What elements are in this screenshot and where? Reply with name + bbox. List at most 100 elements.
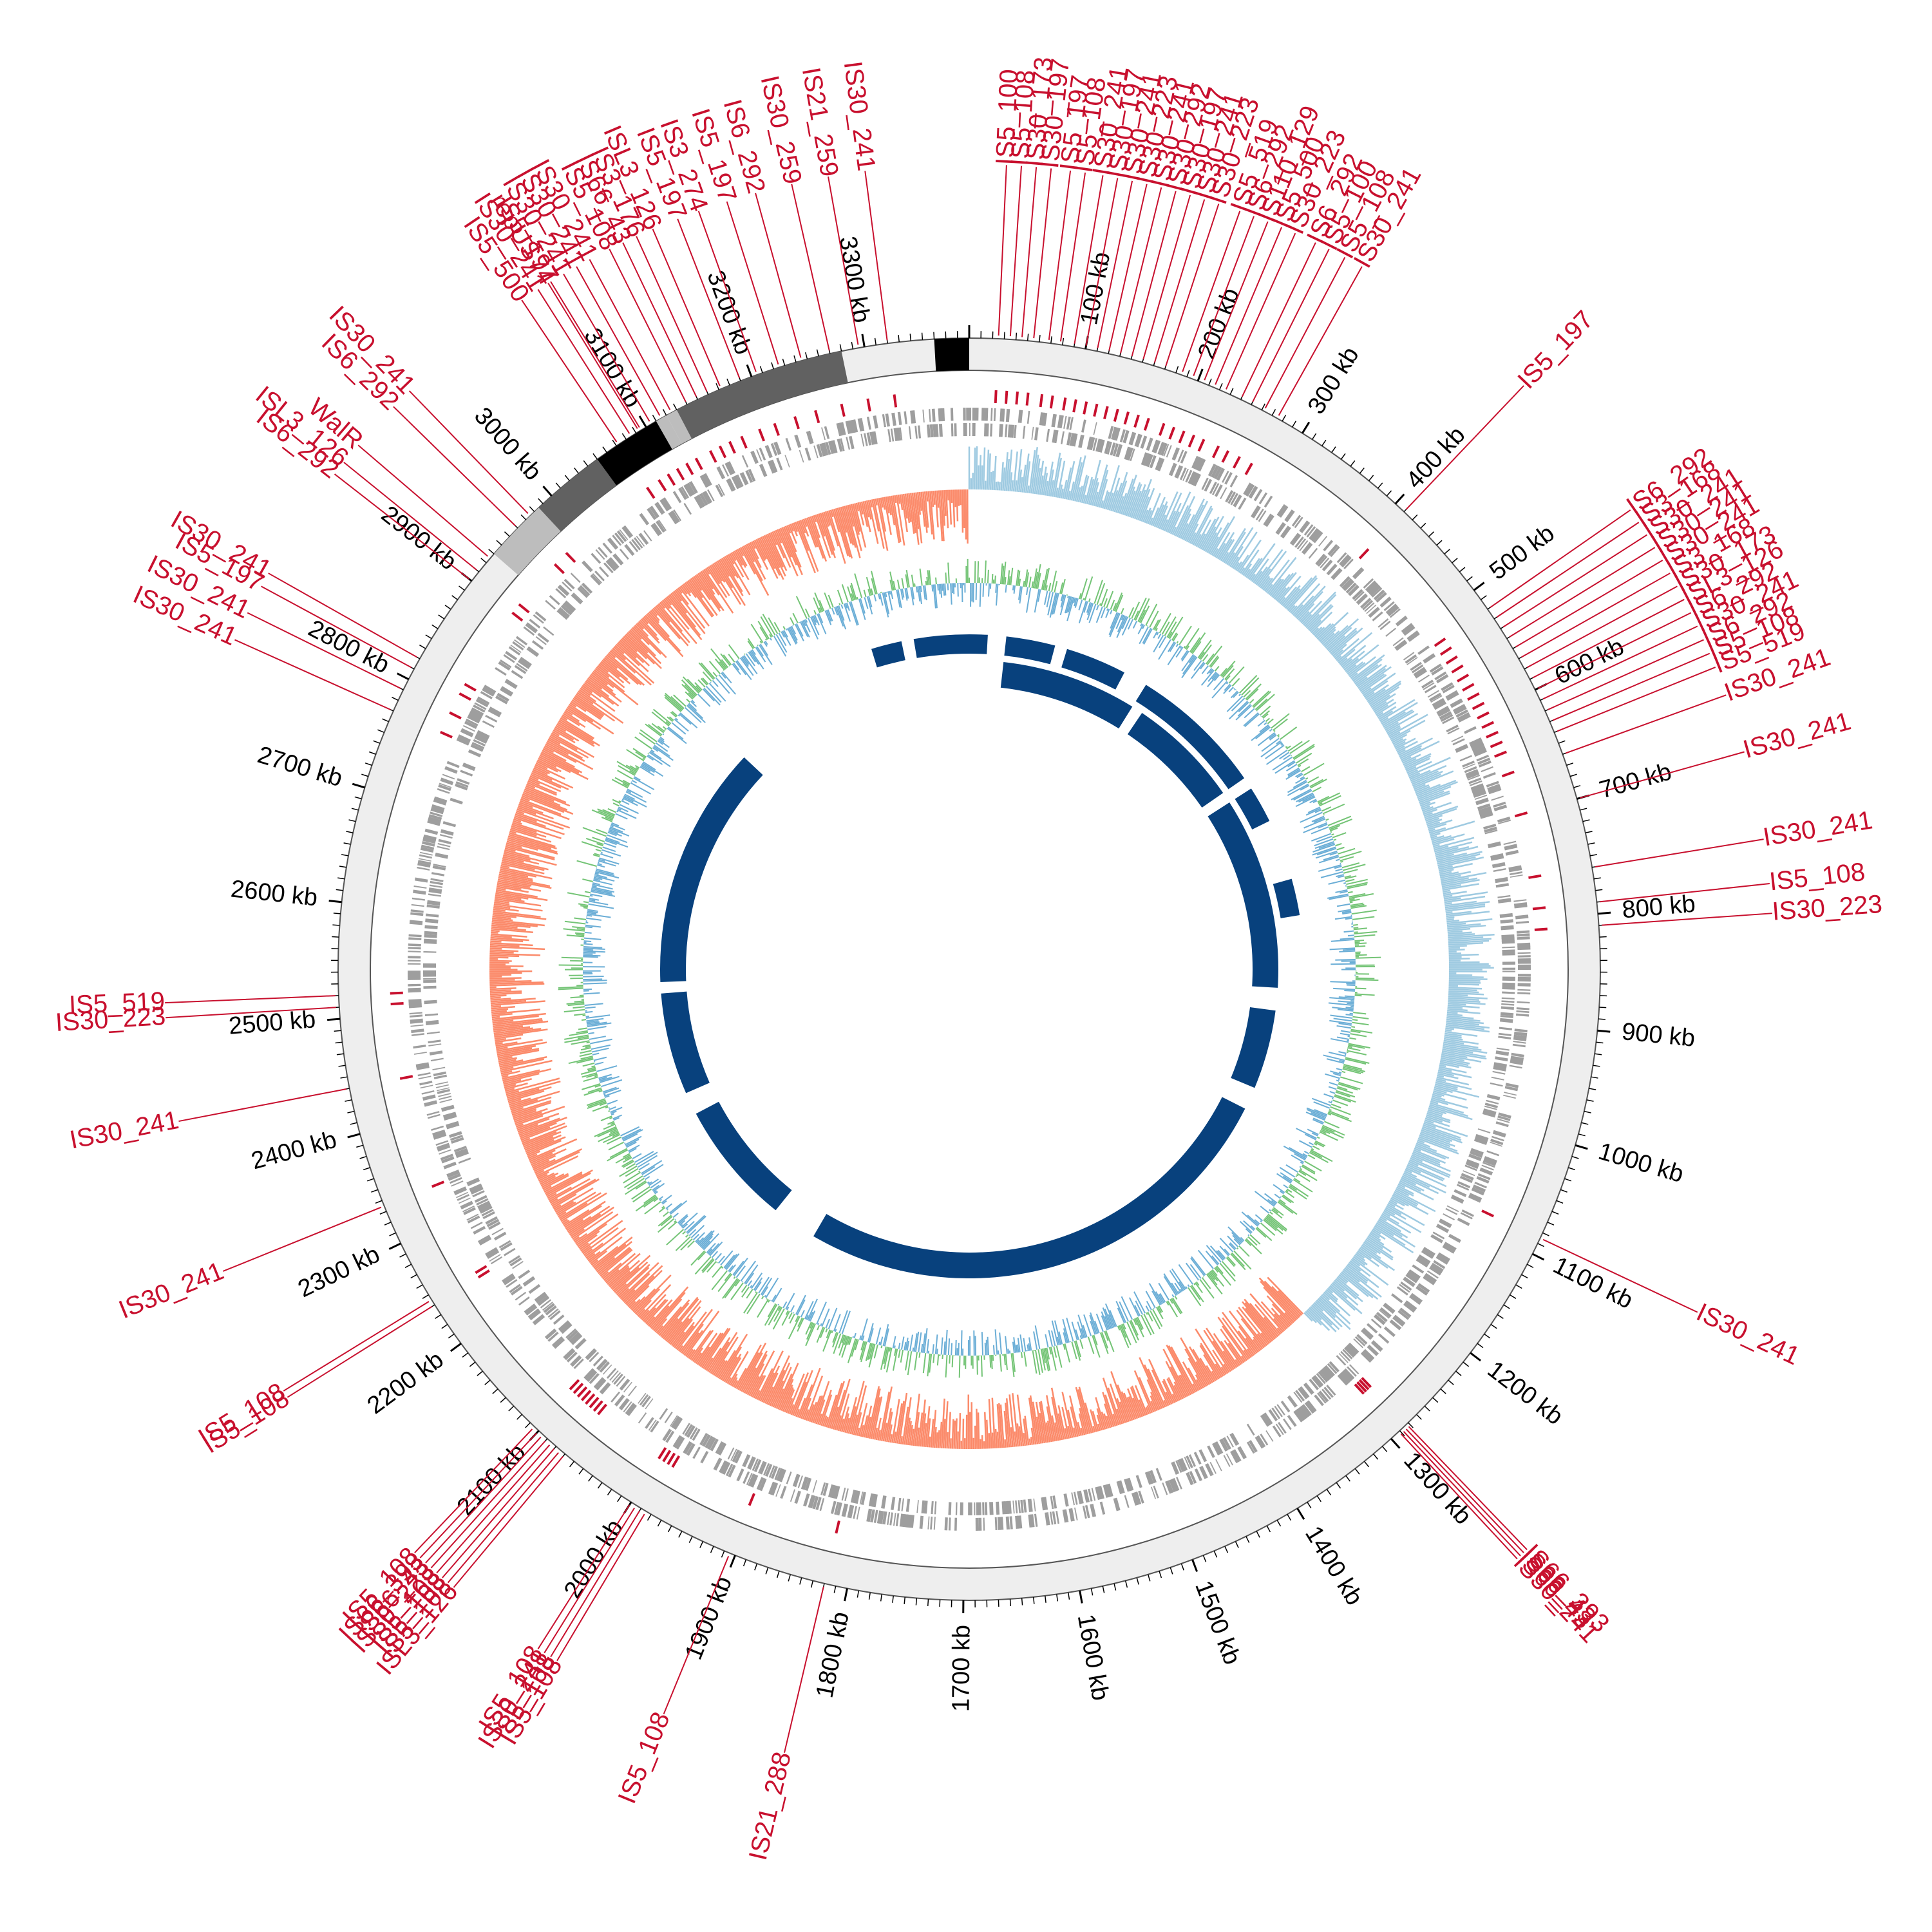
gc-skew-bar (1003, 452, 1009, 491)
cds-forward (408, 971, 421, 974)
gc-content-bar (1171, 1268, 1187, 1290)
gc-content-bar (706, 1242, 716, 1253)
minor-tick (1003, 332, 1005, 339)
gc-content-bar (1211, 672, 1218, 680)
gc-content-bar (1311, 1132, 1318, 1137)
gc-skew-bar (1354, 663, 1383, 685)
gc-content-bar (585, 1014, 611, 1019)
gc-skew-bar (1171, 1394, 1177, 1403)
gc-skew-bar (907, 1421, 912, 1446)
gc-skew-bar (1447, 1004, 1480, 1009)
gc-skew-bar (1444, 1032, 1462, 1037)
gc-skew-bar (860, 501, 869, 527)
cds-reverse (1046, 428, 1050, 442)
gc-content-bar (1050, 1347, 1057, 1371)
gc-content-bar (804, 619, 808, 623)
is-element-mark (1113, 408, 1119, 422)
gc-content-bar (1210, 1270, 1225, 1287)
gc-skew-bar (1382, 711, 1406, 726)
gc-content-bar (1298, 793, 1314, 803)
gc-content-bar (1090, 1320, 1096, 1335)
gc-content-bar (625, 1135, 642, 1146)
gc-skew-bar (1396, 1186, 1414, 1197)
gc-skew-bar (1253, 1336, 1264, 1350)
gc-skew-bar (890, 495, 900, 544)
cds-reverse (450, 1135, 463, 1141)
cds-forward (506, 1279, 518, 1288)
gc-skew-bar (755, 1390, 761, 1399)
cds-forward (1517, 955, 1531, 958)
gc-content-bar (1094, 1320, 1100, 1334)
gc-content-bar (831, 1330, 833, 1334)
gc-skew-bar (656, 1325, 664, 1334)
cds-reverse (455, 781, 469, 788)
cds-forward (856, 1506, 860, 1520)
gc-skew-bar (500, 866, 553, 880)
minor-tick (617, 1495, 622, 1502)
gc-skew-bar (1030, 1427, 1035, 1445)
cds-reverse (840, 438, 845, 451)
is-element-mark (1434, 637, 1446, 647)
gc-content-bar (1180, 650, 1188, 660)
gc-content-bar (1233, 687, 1235, 690)
major-tick (1079, 1590, 1083, 1604)
minor-tick (904, 1596, 906, 1604)
gc-content-bar (589, 900, 609, 905)
gc-content-bar (1109, 1310, 1117, 1327)
gc-skew-bar (1305, 1311, 1318, 1323)
cds-forward (535, 611, 547, 621)
minor-tick (1261, 403, 1265, 410)
gc-skew-bar (690, 1329, 714, 1361)
gc-skew-bar (491, 1006, 515, 1010)
gc-skew-bar (1146, 1379, 1161, 1410)
gc-content-bar (1137, 623, 1144, 634)
cds-reverse (468, 749, 482, 757)
is-element-mark (740, 435, 748, 449)
gc-content-bar (1148, 1283, 1162, 1305)
cds-forward (1245, 484, 1255, 497)
cds-forward (1176, 1477, 1182, 1490)
cds-reverse (1428, 692, 1442, 702)
cds-forward (990, 408, 993, 421)
gc-skew-bar (1244, 568, 1251, 577)
gc-skew-bar (1249, 1302, 1279, 1338)
gc-content-bar (602, 1133, 621, 1144)
cds-reverse (786, 1472, 792, 1484)
gc-content-bar (1296, 752, 1312, 764)
cds-reverse (1479, 811, 1493, 819)
gc-skew-bar (875, 1417, 882, 1441)
gc-skew-bar (653, 1298, 683, 1332)
cds-reverse (1501, 1006, 1514, 1010)
cds-reverse (491, 1227, 504, 1236)
gc-content-bar (1227, 1226, 1244, 1242)
gc-content-bar (1131, 601, 1141, 619)
gc-content-bar (1155, 1291, 1164, 1304)
gc-content-bar (1277, 1201, 1294, 1214)
cds-forward (878, 1510, 884, 1524)
gc-skew-bar (1238, 539, 1262, 573)
gc-content-bar (1200, 670, 1215, 686)
is-element-mark (1490, 741, 1503, 748)
cds-forward (993, 408, 996, 421)
cds-forward (1376, 592, 1387, 603)
minor-tick (1444, 549, 1450, 554)
gc-content-bar (632, 1188, 652, 1203)
gc-content-bar (703, 687, 721, 706)
gc-skew-bar (991, 470, 994, 490)
gc-content-bar (1336, 1090, 1356, 1098)
cds-reverse (616, 1376, 626, 1387)
contig-block (656, 415, 682, 450)
cds-forward (408, 947, 421, 950)
cds-reverse (776, 1468, 784, 1481)
gc-skew-bar (532, 1159, 550, 1169)
gc-content-bar (1005, 584, 1007, 593)
gc-skew-bar (493, 1025, 524, 1031)
cds-reverse (1356, 593, 1368, 605)
gc-skew-bar (641, 1294, 667, 1321)
cds-forward (1169, 1479, 1177, 1493)
cds-forward (585, 1370, 598, 1382)
gc-content-bar (773, 635, 787, 657)
gc-content-bar (589, 899, 596, 902)
cds-reverse (437, 846, 450, 851)
gc-skew-bar (1264, 1280, 1300, 1318)
